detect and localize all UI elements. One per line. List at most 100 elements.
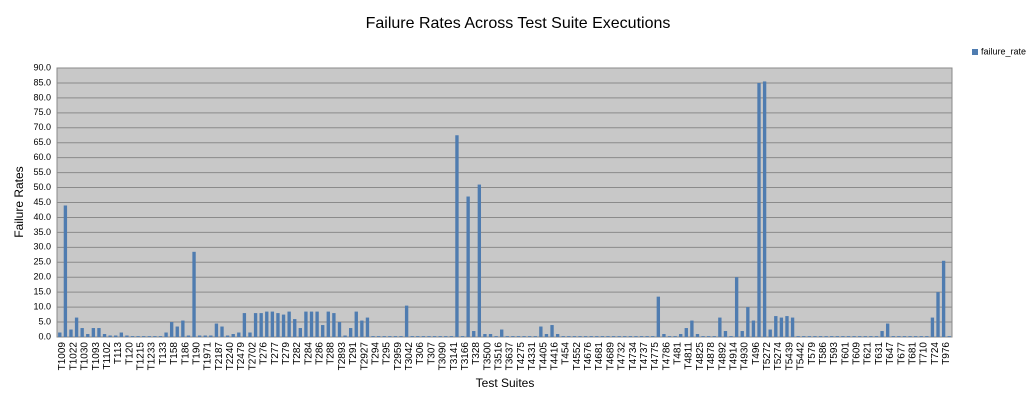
bar [410,336,414,337]
bar [197,335,202,337]
bar [225,335,230,337]
bar [169,322,174,337]
x-tick-label: T710 [919,342,930,365]
bar [723,331,728,337]
y-tick-label: 5.0 [38,316,51,326]
x-tick-label: T120 [124,342,135,365]
bar [365,317,370,337]
bar [421,336,426,337]
x-tick-label: T4734 [628,342,639,371]
x-tick-label: T4275 [516,342,527,371]
bar [136,336,140,337]
bar [511,336,515,337]
x-tick-label: T1215 [136,342,147,371]
bar [522,336,526,337]
bar [902,336,907,337]
x-tick-label: T4786 [661,342,672,371]
bar [818,336,823,337]
bar [706,336,711,337]
x-tick-label: T1009 [57,342,68,371]
x-tick-label: T2959 [393,342,404,371]
bar [679,334,683,337]
x-tick-label: T294 [370,342,381,365]
bar [460,336,465,337]
bar [472,331,476,337]
x-tick-label: T295 [382,342,393,365]
bar [651,336,655,337]
y-tick-label: 75.0 [33,107,51,117]
x-tick-label: T3500 [482,342,493,371]
x-tick-label: T5439 [784,342,795,371]
bar [762,81,767,337]
x-tick-label: T631 [874,342,885,365]
x-tick-label: T593 [829,342,840,365]
x-tick-label: T4930 [740,342,751,371]
x-tick-label: T5442 [796,342,807,371]
x-tick-label: T113 [113,342,124,364]
bar [941,260,946,337]
x-tick-label: T307 [426,342,437,365]
bar [483,334,487,337]
bar [97,328,101,337]
bar [153,336,157,337]
bar [533,336,537,337]
x-tick-label: T4331 [527,342,538,371]
bar [807,336,812,337]
x-tick-label: T3166 [460,342,471,371]
x-tick-label: T284 [303,342,314,365]
y-tick-label: 25.0 [33,257,51,267]
bar [628,336,633,337]
bar [757,82,761,337]
x-tick-label: T276 [259,342,270,365]
bar [925,336,929,337]
bar [572,336,577,337]
bar [885,323,890,337]
bar [404,305,409,337]
x-tick-label: T2702 [247,342,258,371]
x-tick-label: T2479 [236,342,247,371]
y-tick-label: 35.0 [33,227,51,237]
bar [348,328,353,337]
bar [606,336,610,337]
bar [125,335,129,337]
x-tick-label: T4878 [706,342,717,371]
bar [309,311,314,337]
bar [114,335,118,337]
bar [130,336,135,337]
bar [220,326,224,337]
bar [354,311,358,337]
bar [768,329,772,337]
bar [583,336,588,337]
bar [80,328,84,337]
y-tick-label: 60.0 [33,152,51,162]
x-tick-label: T681 [907,342,918,365]
bar [656,296,661,337]
bar [438,336,442,337]
bar [897,336,901,337]
bar [242,313,247,337]
bar [455,135,459,337]
bar [874,336,879,337]
x-tick-label: T282 [292,342,303,365]
bar [164,332,168,337]
y-tick-label: 55.0 [33,167,51,177]
y-tick-label: 0.0 [38,331,51,341]
bar [376,336,381,337]
bar [393,336,398,337]
x-tick-label: T4811 [684,342,695,370]
bar [684,328,688,337]
bar [86,334,90,337]
bar [287,311,291,337]
x-tick-label: T286 [315,342,326,365]
bar [891,336,895,337]
bar [209,335,213,337]
x-tick-label: T677 [896,342,907,365]
bar [315,311,319,337]
bar [488,334,493,337]
bar [321,325,325,337]
bar [617,336,621,337]
bar [416,336,420,337]
y-tick-label: 90.0 [33,62,51,72]
bar [527,336,532,337]
bar [449,336,454,337]
